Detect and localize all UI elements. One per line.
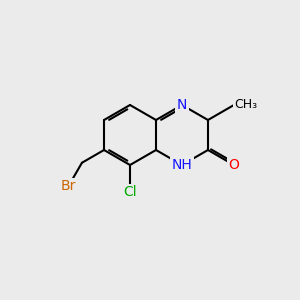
Text: Br: Br [61,179,76,193]
Text: Cl: Cl [123,185,137,199]
Text: N: N [177,98,187,112]
Text: NH: NH [172,158,192,172]
Text: CH₃: CH₃ [234,98,257,112]
Text: O: O [229,158,239,172]
